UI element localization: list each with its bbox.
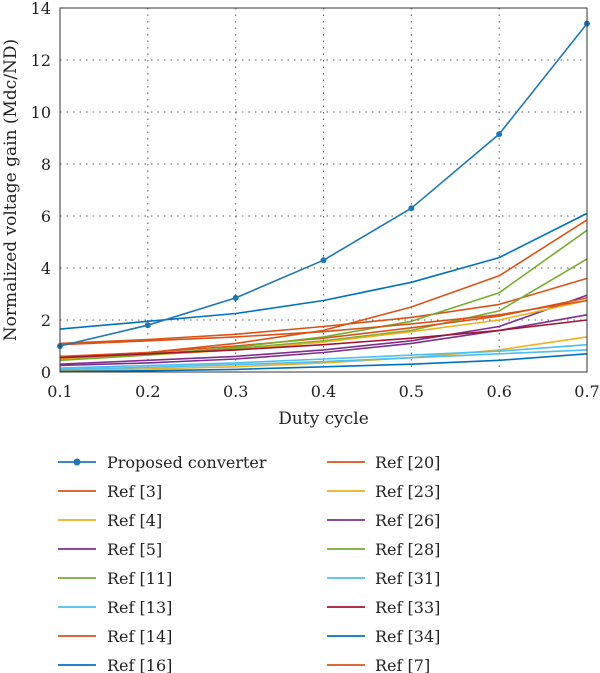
legend-item: Ref [13] (58, 598, 172, 617)
legend-label: Ref [11] (107, 569, 172, 588)
legend-label: Ref [31] (375, 569, 440, 588)
tick-labels: 0.1 0.2 0.3 0.4 0.5 0.6 0.7 0 2 4 6 8 10 12 14 (31, 0, 600, 401)
legend: Proposed converter Ref [3] Ref [4] Ref [5] R… (58, 453, 440, 673)
legend-label: Ref [20] (375, 453, 440, 472)
grid (60, 8, 587, 372)
legend-item: Ref [26] (327, 511, 440, 530)
legend-item: Ref [31] (327, 569, 440, 588)
x-tick-label: 0.5 (399, 382, 424, 401)
legend-item: Ref [11] (58, 569, 172, 588)
legend-marker (73, 458, 81, 466)
series-line (59, 299, 588, 346)
series-line (59, 294, 588, 365)
series-line (59, 319, 588, 359)
y-tick-label: 10 (31, 103, 51, 122)
legend-label: Ref [33] (375, 598, 440, 617)
series-line (59, 229, 588, 362)
x-axis-title: Duty cycle (278, 409, 369, 429)
data-point (320, 257, 327, 264)
series-line (59, 212, 588, 330)
legend-item: Proposed converter (58, 453, 267, 472)
legend-label: Ref [5] (107, 540, 162, 559)
x-tick-label: 0.3 (223, 382, 248, 401)
x-tick-label: 0.1 (47, 382, 72, 401)
legend-item: Ref [4] (58, 511, 162, 530)
y-tick-label: 14 (31, 0, 51, 18)
legend-item: Ref [14] (58, 627, 172, 646)
y-tick-label: 12 (31, 51, 51, 70)
legend-label: Ref [3] (107, 482, 162, 501)
series-line (59, 353, 588, 373)
series-line (59, 349, 588, 371)
legend-item: Ref [16] (58, 656, 172, 673)
legend-label: Ref [23] (375, 482, 440, 501)
data-point (144, 322, 151, 329)
y-axis-title: Normalized voltage gain (Mdc/ND) (1, 39, 21, 341)
legend-label: Ref [34] (375, 627, 440, 646)
legend-label: Ref [28] (375, 540, 440, 559)
plot-frame (59, 7, 588, 373)
legend-label: Ref [26] (375, 511, 440, 530)
x-tick-label: 0.7 (574, 382, 599, 401)
x-tick-label: 0.4 (311, 382, 336, 401)
legend-item: Ref [3] (58, 482, 162, 501)
series-line (59, 343, 588, 369)
data-point (408, 205, 415, 212)
series-line (59, 277, 588, 345)
legend-label: Ref [7] (375, 656, 430, 673)
legend-label: Proposed converter (107, 453, 267, 472)
y-tick-label: 2 (41, 311, 51, 330)
y-tick-label: 8 (41, 155, 51, 174)
legend-item: Ref [23] (327, 482, 440, 501)
data-point (232, 294, 239, 301)
series-layer (57, 20, 590, 373)
y-tick-label: 0 (41, 363, 51, 382)
data-point (496, 131, 503, 138)
legend-label: Ref [13] (107, 598, 172, 617)
x-tick-label: 0.2 (135, 382, 160, 401)
legend-item: Ref [34] (327, 627, 440, 646)
y-tick-label: 6 (41, 207, 51, 226)
series-line (59, 336, 588, 372)
x-tick-label: 0.6 (486, 382, 511, 401)
legend-label: Ref [4] (107, 511, 162, 530)
legend-label: Ref [14] (107, 627, 172, 646)
y-tick-label: 4 (41, 259, 51, 278)
legend-item: Ref [5] (58, 540, 162, 559)
legend-item: Ref [7] (327, 656, 430, 673)
legend-label: Ref [16] (107, 656, 172, 673)
legend-item: Ref [28] (327, 540, 440, 559)
series-line (59, 219, 588, 360)
legend-item: Ref [20] (327, 453, 440, 472)
legend-item: Ref [33] (327, 598, 440, 617)
